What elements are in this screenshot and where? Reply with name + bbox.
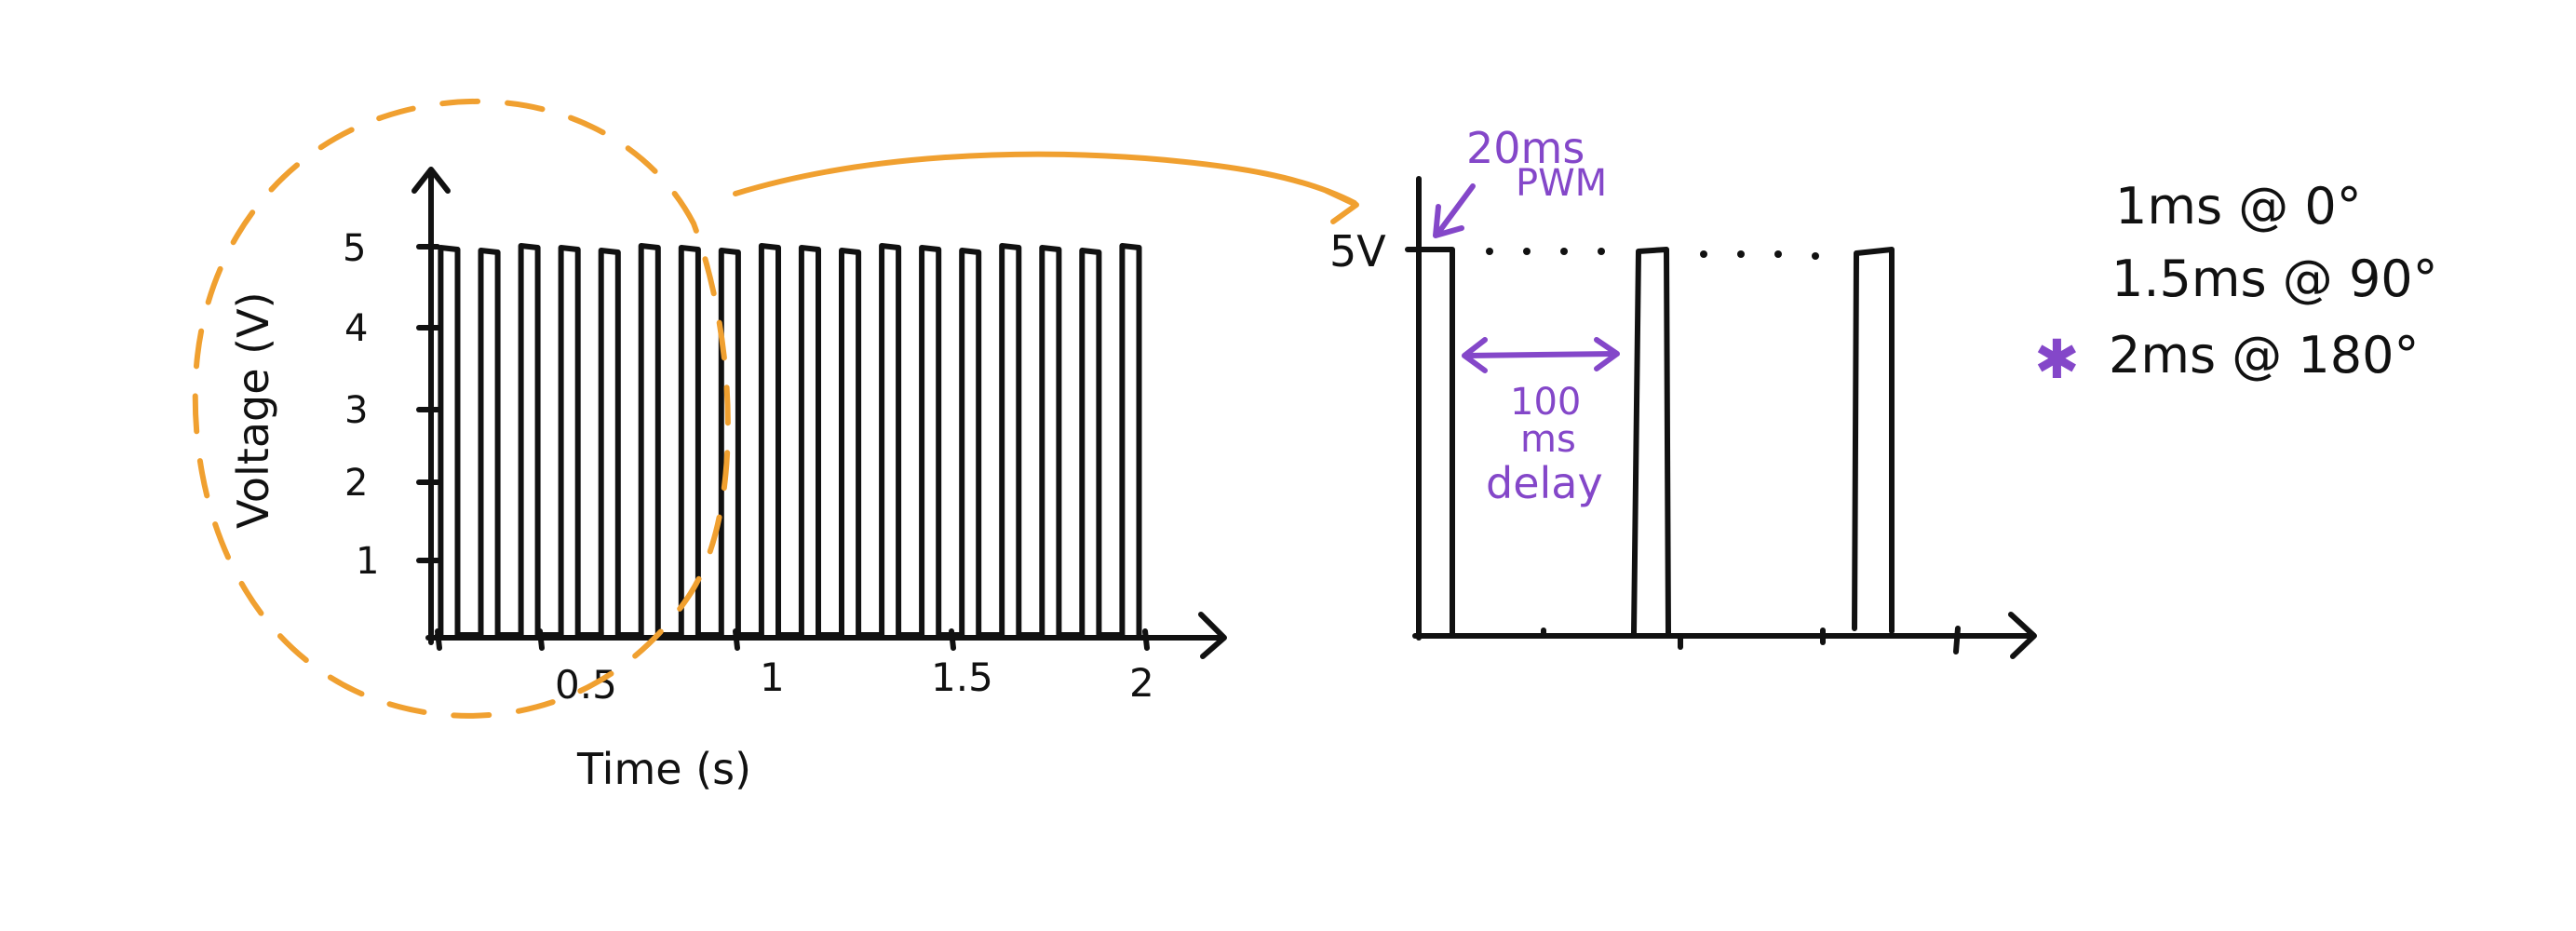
delay-span-arrow-right-head xyxy=(1594,337,1620,371)
right-pulse-2 xyxy=(1631,247,1671,636)
delay-span-arrow-left-head xyxy=(1462,337,1488,373)
y-tick-label-4: 4 xyxy=(344,307,368,350)
y-tick-label-3: 3 xyxy=(344,389,368,432)
legend-item-0deg: 1ms @ 0° xyxy=(2115,177,2362,236)
right-pulses xyxy=(1405,247,1895,636)
y-tick-label-1: 1 xyxy=(356,540,379,583)
right-plot: 5V 20ms PWM 100 ms delay xyxy=(1329,123,2037,659)
legend-marker-asterisk-icon: ✱ xyxy=(2034,328,2080,391)
timing-legend: 1ms @ 0° 1.5ms @ 90° ✱ 2ms @ 180° xyxy=(2034,177,2438,391)
x-tick-label-0-5: 0.5 xyxy=(555,662,617,708)
x-tick-label-1: 1 xyxy=(760,654,785,700)
right-pulse-3 xyxy=(1852,247,1895,634)
left-pulse-train xyxy=(435,243,1142,638)
left-y-ticks xyxy=(416,244,440,563)
delay-label-line2: ms xyxy=(1520,418,1576,461)
legend-item-90deg: 1.5ms @ 90° xyxy=(2111,250,2438,308)
delay-span-arrow xyxy=(1463,351,1618,358)
left-x-axis-label: Time (s) xyxy=(576,744,751,794)
right-x-tick xyxy=(1953,626,1961,654)
left-x-tick-labels: 0.5 1 1.5 2 xyxy=(555,654,1154,708)
delay-label-line1: 100 xyxy=(1510,381,1581,424)
legend-item-180deg: 2ms @ 180° xyxy=(2109,326,2420,385)
left-y-tick-labels: 1 2 3 4 5 xyxy=(343,227,379,583)
pwm-pointer-arrow xyxy=(1436,183,1476,236)
zoom-arrow-head xyxy=(1324,188,1359,224)
delay-label-line3: delay xyxy=(1486,458,1603,508)
left-plot: 1 2 3 4 5 0.5 1 1.5 2 Voltage (V) Time (… xyxy=(228,167,1227,794)
y-tick-label-2: 2 xyxy=(344,462,368,505)
pwm-label-line1: 20ms xyxy=(1466,123,1585,173)
right-x-axis-arrow xyxy=(2008,612,2037,659)
pwm-label-line2: PWM xyxy=(1516,162,1607,205)
left-y-axis-label: Voltage (V) xyxy=(228,291,278,529)
left-x-axis-arrow xyxy=(1198,612,1227,659)
x-tick-label-1-5: 1.5 xyxy=(931,654,993,700)
right-dotted-level-lines xyxy=(1486,248,1819,260)
pwm-pointer-arrow-head xyxy=(1433,204,1464,238)
right-level-label: 5V xyxy=(1329,226,1386,277)
highlight-dashed-circle xyxy=(192,98,731,719)
zoom-arrow xyxy=(733,151,1357,206)
left-y-axis-arrow xyxy=(411,167,451,194)
x-tick-label-2: 2 xyxy=(1129,660,1154,706)
right-pulse-1 xyxy=(1405,247,1455,636)
y-tick-label-5: 5 xyxy=(343,227,366,270)
left-pulse-train-path xyxy=(435,243,1142,638)
